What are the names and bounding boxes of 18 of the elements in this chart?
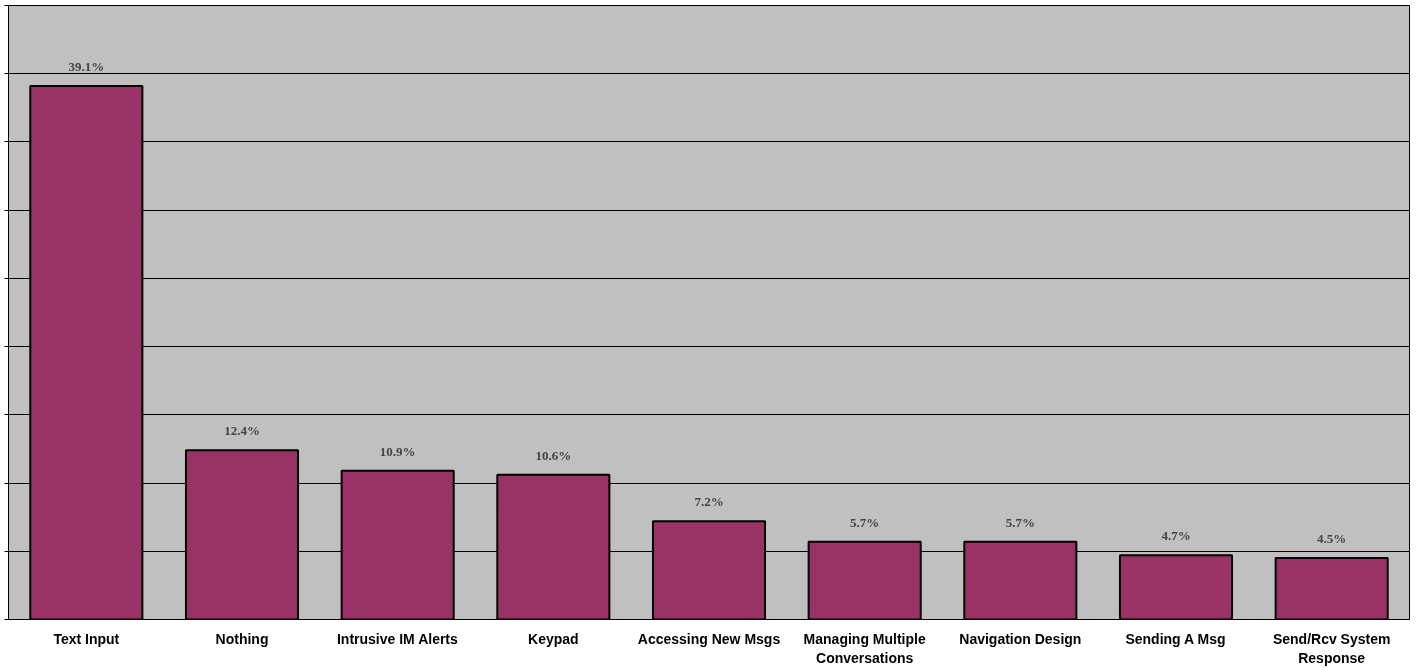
data-label: 7.2% [694,494,724,510]
data-label: 39.1% [68,59,105,74]
data-label: 4.7% [1161,528,1191,544]
x-tick-label: Text Input [53,630,120,647]
x-tick-label: Accessing New Msgs [637,630,781,647]
data-label: 5.7% [1005,514,1035,530]
x-tick-label: Managing Multiple Conversations [803,630,926,666]
data-label: 12.4% [224,423,260,439]
data-label: 10.9% [379,443,416,459]
x-tick-label: Send/Rcv System Response [1272,630,1391,666]
data-label: 10.6% [535,447,572,463]
x-tick-label: Keypad [528,630,579,647]
data-label: 5.7% [850,514,880,530]
x-tick-label: Nothing [215,630,269,647]
data-label: 4.5% [1317,531,1347,547]
x-tick-label: Intrusive IM Alerts [336,630,459,647]
x-tick-label: Navigation Design [959,630,1082,647]
x-tick-label: Sending A Msg [1125,630,1226,647]
